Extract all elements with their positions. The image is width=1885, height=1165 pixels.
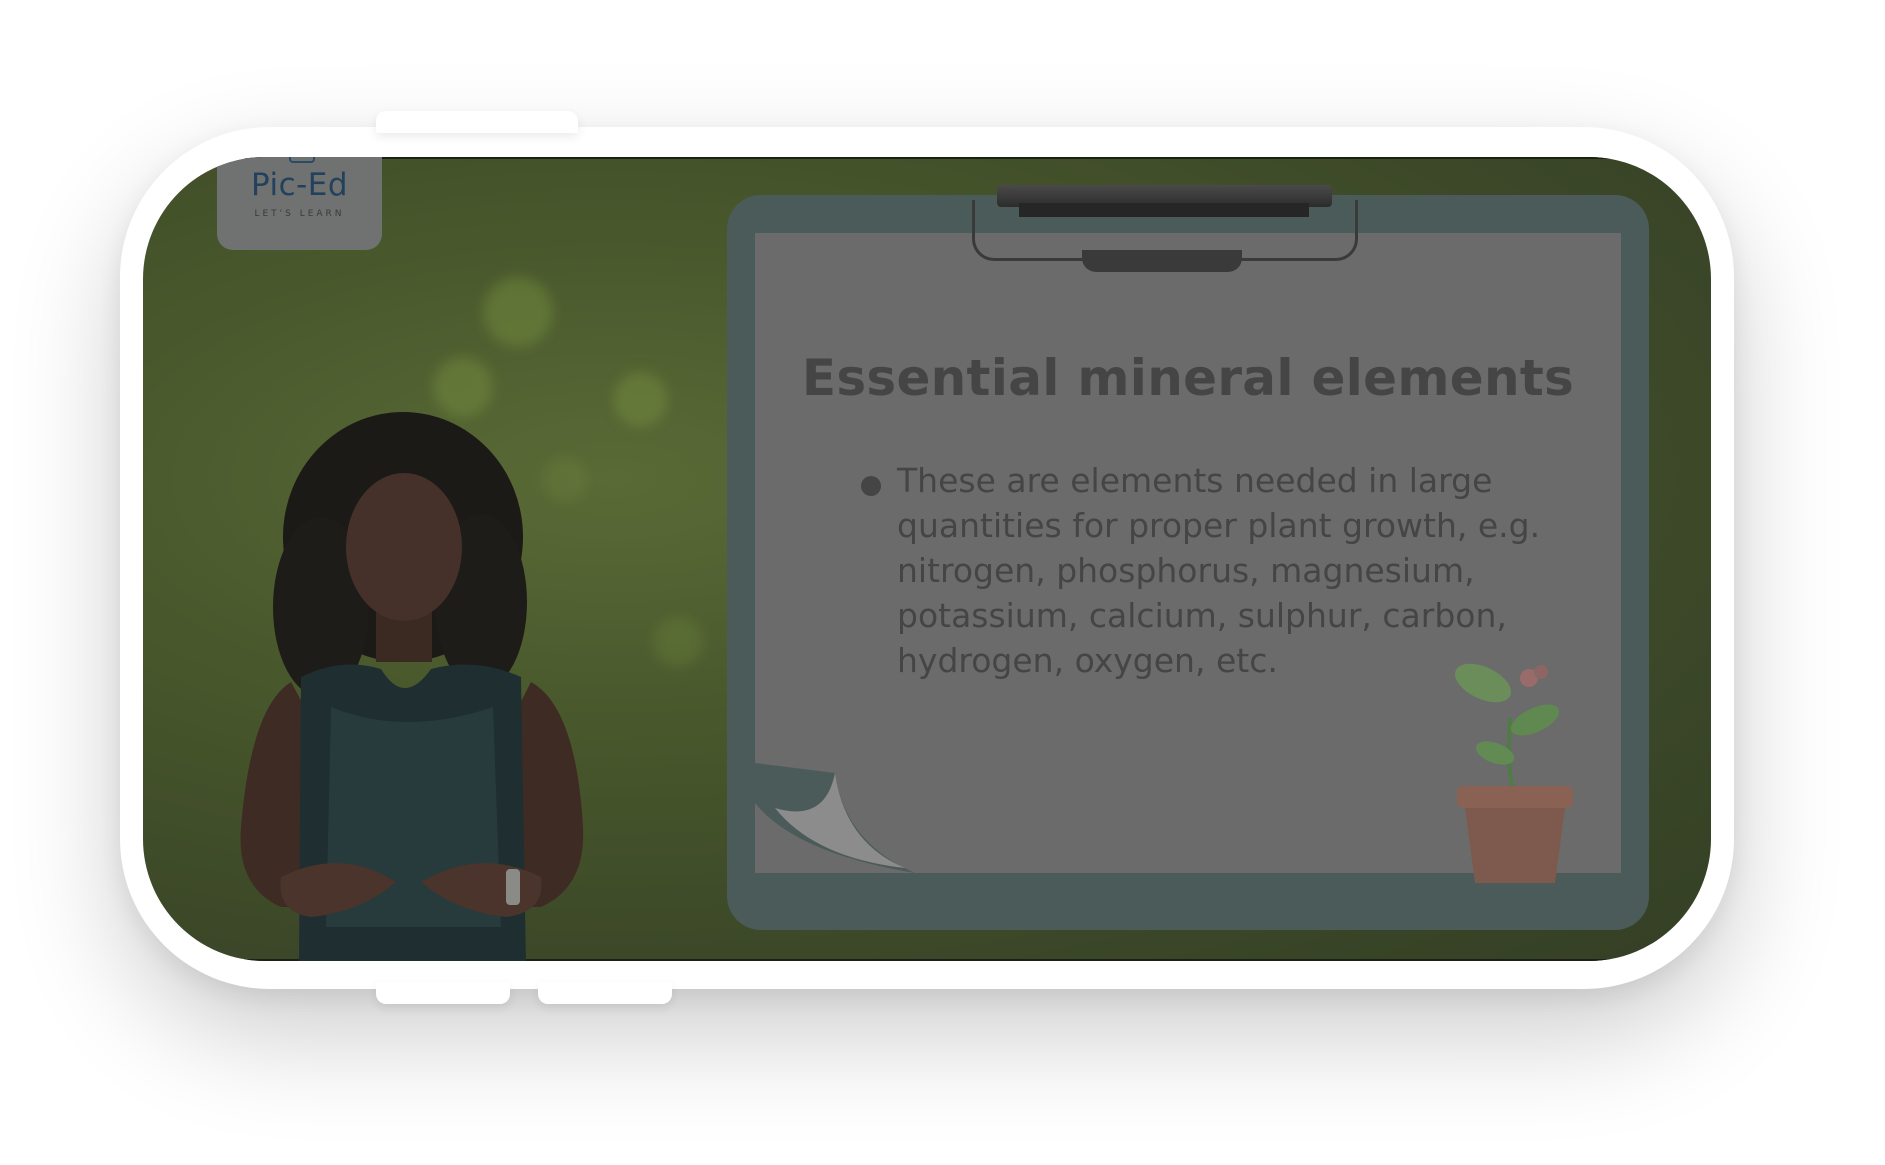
page-curl: [755, 763, 915, 873]
logo-mark-icon: [289, 157, 315, 163]
phone-volume-down-button: [538, 982, 672, 1004]
logo-name: Pic-Ed: [250, 167, 349, 203]
logo-tagline: LET'S LEARN: [254, 209, 345, 219]
phone-volume-up-button: [376, 982, 510, 1004]
background-bokeh: [653, 617, 703, 667]
clipboard-clip-tab: [1082, 250, 1242, 272]
clipboard-clip-bar: [997, 185, 1332, 207]
background-bokeh: [543, 457, 588, 502]
video-edge: [219, 157, 1635, 159]
pic-ed-logo: Pic-Ed LET'S LEARN: [217, 157, 382, 250]
clipboard-clip-body: [1019, 203, 1309, 217]
background-bokeh: [483, 277, 553, 347]
slide-title: Essential mineral elements: [801, 349, 1575, 407]
clipboard: Essential mineral elements These are ele…: [727, 185, 1649, 930]
slide-bullet-text: These are elements needed in large quant…: [897, 461, 1541, 680]
background-bokeh: [433, 357, 493, 417]
presenter-figure: [240, 412, 584, 961]
video-screen[interactable]: Pic-Ed LET'S LEARN Essential mineral ele…: [143, 157, 1711, 961]
background-bokeh: [613, 372, 668, 427]
video-edge: [219, 959, 1635, 961]
bullet-dot-icon: [861, 476, 881, 496]
slide-paper: Essential mineral elements These are ele…: [755, 233, 1621, 883]
potted-plant-icon: [1454, 663, 1573, 883]
phone-power-button: [376, 111, 578, 133]
